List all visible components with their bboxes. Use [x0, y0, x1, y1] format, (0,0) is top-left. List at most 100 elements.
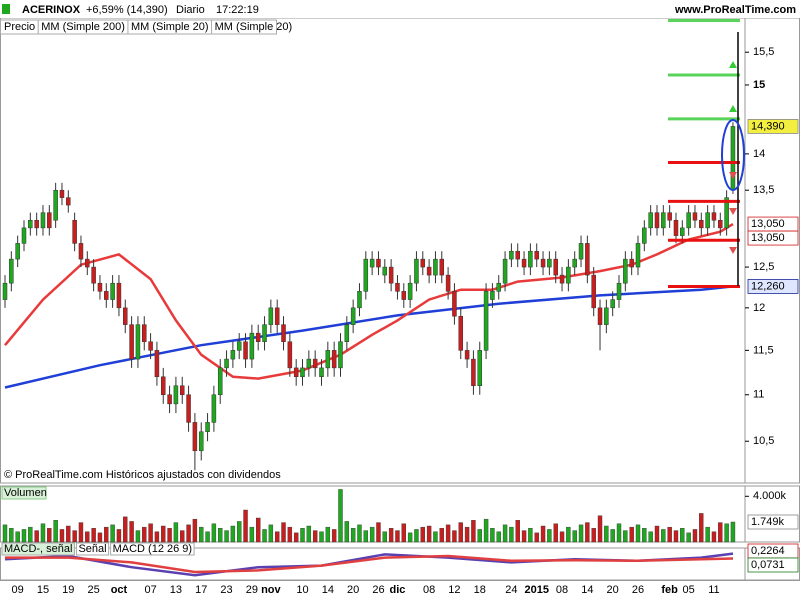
volume-bar: [249, 526, 255, 543]
volume-bar: [635, 524, 641, 543]
candle-body: [205, 422, 210, 433]
candle-body: [236, 341, 242, 351]
volume-bar: [350, 528, 356, 543]
site: www.ProRealTime.com: [674, 4, 796, 16]
candle-body: [635, 243, 641, 268]
volume-bar: [129, 521, 134, 543]
period: Diario: [176, 4, 205, 16]
value-tag: 12,260: [751, 280, 785, 292]
value-tag-box: [747, 557, 799, 573]
volume-bar: [724, 523, 729, 543]
value-tag-box: [747, 119, 799, 134]
candle-body: [426, 266, 432, 276]
candle-body: [116, 282, 122, 309]
candle-body: [2, 282, 8, 300]
volume-bar: [268, 524, 274, 543]
volume-bar: [401, 523, 406, 543]
candle-body: [230, 350, 236, 360]
volume-bar: [699, 513, 704, 543]
volume-bar: [47, 528, 52, 543]
candle-body: [654, 212, 660, 229]
volume-bar: [173, 522, 179, 543]
candle-body: [243, 341, 248, 360]
candle-body: [496, 282, 501, 292]
candle-body: [477, 350, 482, 386]
legend-entry: Precio: [4, 21, 35, 33]
x-tick-label: feb: [661, 584, 678, 596]
x-tick-label: 17: [195, 584, 207, 596]
candle-body: [28, 219, 33, 229]
arrows: [729, 61, 737, 254]
volume-bar: [53, 520, 58, 543]
volume-bar: [300, 528, 305, 543]
volume-bar: [306, 525, 312, 543]
candle-body: [192, 422, 198, 452]
volume-bar: [648, 531, 653, 543]
volume-bar: [667, 526, 672, 543]
volume-bar: [572, 530, 577, 543]
candle-body: [515, 250, 520, 260]
change: +6,59% (14,390): [86, 4, 168, 16]
candle-body: [559, 274, 565, 284]
candle-body: [699, 219, 704, 229]
candle-body: [91, 266, 96, 284]
x-tick-label: 20: [347, 584, 359, 596]
footnote: © ProRealTime.com Históricos ajustados c…: [4, 469, 281, 481]
candle-body: [718, 219, 723, 229]
candle-body: [414, 258, 419, 284]
candle-body: [629, 258, 634, 268]
candle-body: [15, 243, 20, 260]
value-tag-box: [747, 230, 799, 246]
volume-bar: [338, 489, 343, 543]
value-tag: 13,050: [751, 232, 785, 244]
volume-bar: [344, 521, 350, 543]
candle-body: [502, 258, 508, 284]
volume-bar: [382, 531, 387, 543]
indicator-label: MACD-, señal: [4, 543, 72, 555]
x-tick-label: 26: [372, 584, 384, 596]
y-tick-label: 11: [753, 389, 764, 401]
header-bar: [0, 0, 800, 18]
candle-body: [78, 243, 84, 260]
x-tick-label: 26: [632, 584, 644, 596]
down-arrow: [729, 247, 737, 254]
candle-body: [616, 282, 622, 300]
volume-bar: [21, 529, 27, 543]
candle-body: [186, 394, 191, 423]
volume-bar: [597, 515, 603, 543]
symbol: ACERINOX: [22, 4, 81, 16]
candle-body: [420, 258, 426, 268]
volume-bar: [59, 529, 65, 543]
candle-body: [104, 291, 109, 300]
value-tag: 13,050: [751, 218, 785, 230]
volume-bar: [293, 532, 299, 543]
candle-body: [154, 350, 160, 378]
candle-body: [445, 274, 451, 292]
candle-body: [433, 258, 438, 276]
volume-bar: [528, 528, 533, 543]
volume-bar: [483, 518, 489, 543]
volume-bar: [502, 524, 508, 543]
candle-body: [217, 367, 223, 396]
candle-body: [648, 212, 653, 229]
candle-body: [509, 250, 514, 260]
candle-body: [325, 350, 331, 369]
candle-body: [401, 291, 407, 300]
candle-body: [287, 341, 293, 369]
candle-body: [553, 258, 558, 276]
volume-bar: [433, 531, 438, 543]
candle-body: [293, 367, 299, 378]
volume-bar: [521, 530, 527, 543]
volume-bar: [85, 531, 90, 543]
candle-body: [135, 324, 141, 360]
candle-body: [47, 212, 52, 229]
candle-body: [9, 258, 14, 284]
candle-body: [357, 291, 362, 309]
x-tick-label: 24: [505, 584, 517, 596]
value-tag-box: [747, 514, 799, 530]
symbol-icon: [2, 4, 10, 14]
y-tick-label: 15: [753, 79, 765, 91]
candle-body: [661, 212, 666, 229]
candle-body: [66, 197, 71, 206]
